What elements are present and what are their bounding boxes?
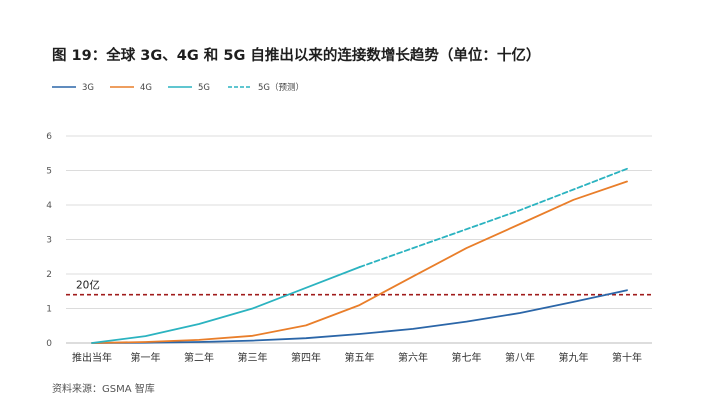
gridlines bbox=[66, 135, 652, 309]
x-tick-label: 第九年 bbox=[559, 351, 589, 364]
x-tick-label: 第六年 bbox=[398, 351, 428, 364]
y-tick-label: 0 bbox=[46, 339, 52, 349]
x-tick-label: 第三年 bbox=[238, 351, 268, 364]
x-tick-label: 第十年 bbox=[612, 351, 642, 364]
y-tick-label: 6 bbox=[46, 132, 52, 142]
x-tick-label: 第一年 bbox=[131, 351, 161, 364]
source-note: 资料来源：GSMA 智库 bbox=[52, 384, 155, 395]
series-line-5G（预测） bbox=[358, 167, 628, 268]
legend-label: 5G bbox=[198, 83, 210, 93]
chart-title: 图 19：全球 3G、4G 和 5G 自推出以来的连接数增长趋势（单位：十亿） bbox=[52, 48, 541, 64]
x-tick-label: 第四年 bbox=[291, 351, 321, 364]
legend: 3G 4G 5G 5G（预测） bbox=[52, 82, 304, 93]
legend-label: 3G bbox=[82, 83, 94, 93]
y-tick-label: 5 bbox=[46, 167, 52, 177]
x-axis: 推出当年 第一年 第二年 第三年 第四年 第五年 第六年 第七年 第八年 第九年 第十年 bbox=[66, 342, 652, 364]
y-axis: 0 1 2 3 4 5 6 bbox=[46, 132, 52, 349]
y-tick-label: 1 bbox=[46, 305, 52, 315]
series-line-3G bbox=[91, 289, 628, 344]
y-tick-label: 4 bbox=[46, 201, 52, 211]
legend-label: 4G bbox=[140, 83, 152, 93]
y-tick-label: 2 bbox=[46, 270, 52, 280]
x-tick-label: 推出当年 bbox=[72, 351, 112, 364]
x-tick-label: 第七年 bbox=[452, 351, 482, 364]
legend-label: 5G（预测） bbox=[258, 82, 304, 93]
reference-line-label: 20亿 bbox=[76, 279, 100, 292]
series-lines bbox=[91, 167, 628, 344]
series-line-4G bbox=[91, 180, 628, 344]
series-line-5G bbox=[91, 266, 361, 344]
x-tick-label: 第八年 bbox=[505, 351, 535, 364]
y-tick-label: 3 bbox=[46, 236, 52, 246]
x-tick-label: 第五年 bbox=[345, 351, 375, 364]
reference-line-group: 20亿 bbox=[66, 279, 652, 296]
x-tick-label: 第二年 bbox=[184, 351, 214, 364]
